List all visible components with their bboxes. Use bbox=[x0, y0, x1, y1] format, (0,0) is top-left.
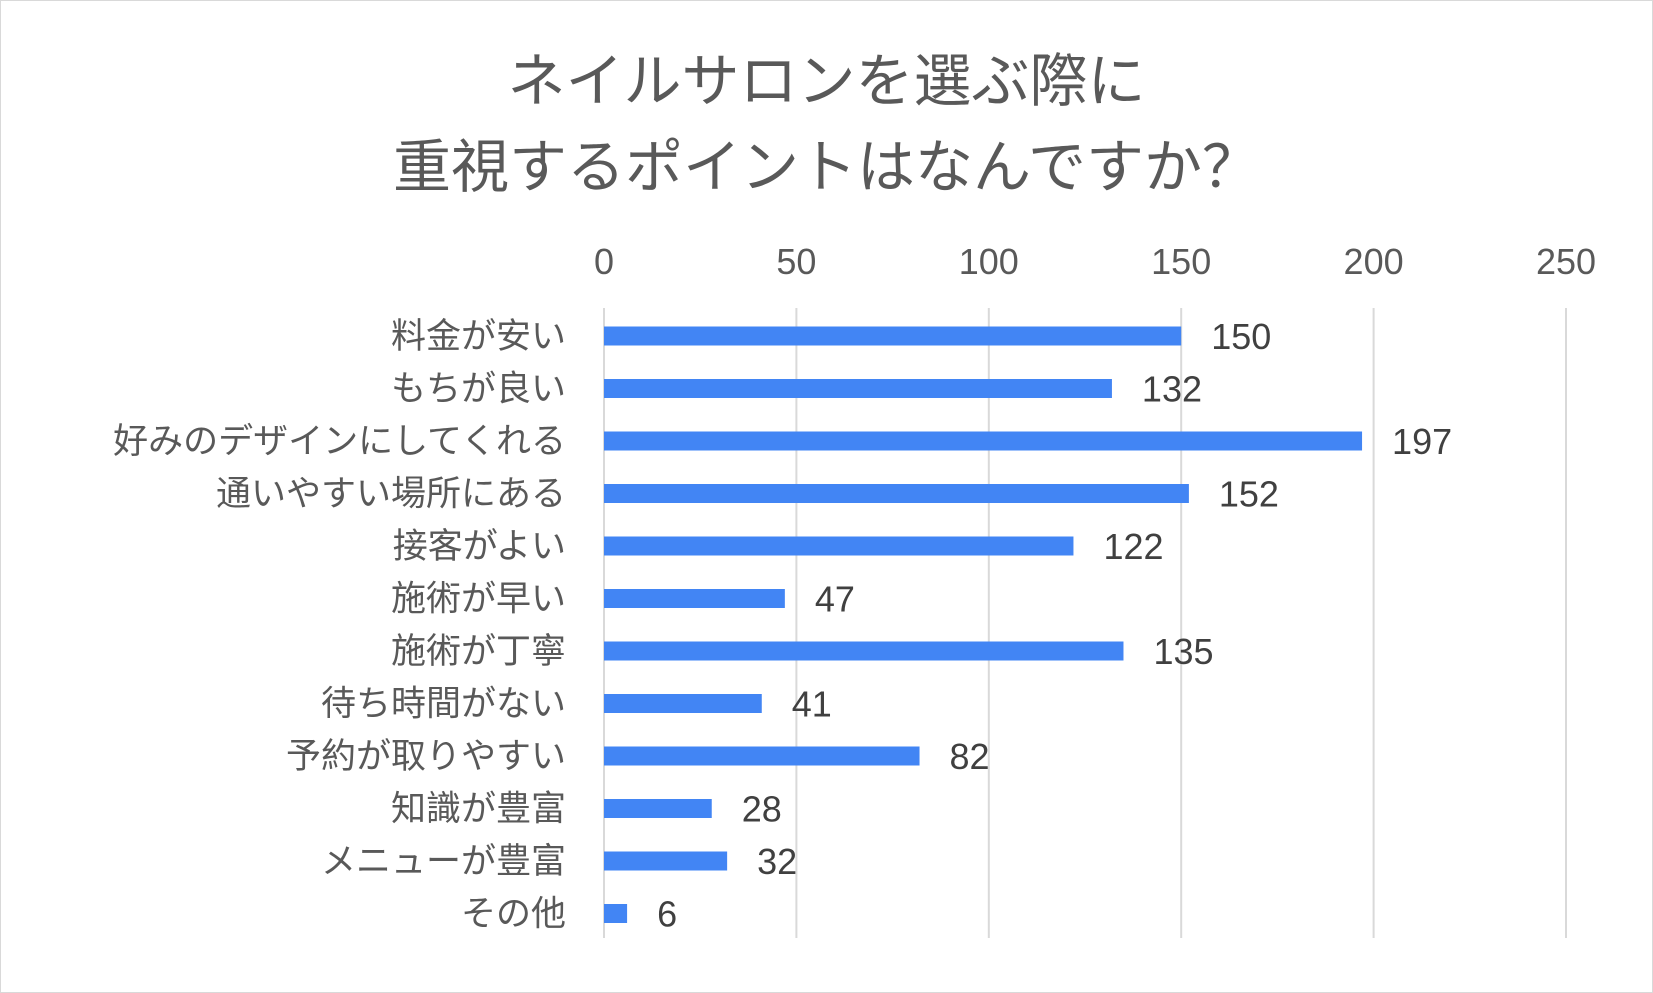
bar bbox=[604, 484, 1189, 503]
data-label: 135 bbox=[1153, 631, 1213, 672]
data-label: 132 bbox=[1142, 369, 1202, 410]
bar bbox=[604, 326, 1182, 346]
bar bbox=[604, 694, 762, 713]
category-label: 好みのデザインにしてくれる bbox=[113, 422, 566, 462]
category-label: もちが良い bbox=[391, 370, 566, 410]
data-label: 41 bbox=[792, 684, 832, 725]
category-label: 施術が早い bbox=[391, 580, 566, 620]
category-label: 施術が丁寧 bbox=[391, 632, 566, 672]
chart-title: ネイルサロンを選ぶ際に 重視するポイントはなんですか？ bbox=[0, 38, 1653, 210]
data-label: 28 bbox=[742, 789, 782, 830]
x-tick-label: 150 bbox=[1151, 241, 1211, 282]
category-label: その他 bbox=[461, 895, 566, 935]
x-tick-label: 0 bbox=[594, 241, 614, 282]
data-label: 82 bbox=[950, 736, 990, 777]
category-label: 通いやすい場所にある bbox=[216, 475, 566, 515]
category-label: 料金が安い bbox=[391, 317, 566, 357]
category-labels: 料金が安いもちが良い好みのデザインにしてくれる通いやすい場所にある接客がよい施術… bbox=[113, 317, 566, 935]
bar bbox=[604, 589, 785, 608]
data-label: 6 bbox=[657, 894, 677, 935]
category-label: 待ち時間がない bbox=[321, 685, 566, 725]
bar bbox=[604, 641, 1124, 661]
category-label: 予約が取りやすい bbox=[286, 737, 566, 777]
bar bbox=[604, 799, 712, 818]
data-label: 152 bbox=[1219, 474, 1279, 515]
bar bbox=[604, 379, 1112, 398]
category-label: メニューが豊富 bbox=[321, 842, 566, 882]
data-label: 150 bbox=[1211, 316, 1271, 357]
x-tick-label: 200 bbox=[1344, 241, 1404, 282]
bar bbox=[604, 851, 728, 871]
bar bbox=[604, 904, 628, 923]
bar bbox=[604, 746, 920, 766]
bars bbox=[604, 326, 1363, 923]
data-label: 47 bbox=[815, 579, 855, 620]
chart-title-line-2: 重視するポイントはなんですか？ bbox=[392, 133, 1261, 201]
category-label: 接客がよい bbox=[393, 527, 566, 567]
chart-title-line-1: ネイルサロンを選ぶ際に bbox=[507, 47, 1146, 115]
data-label: 32 bbox=[757, 841, 797, 882]
bar bbox=[604, 431, 1363, 451]
bar bbox=[604, 536, 1074, 556]
category-label: 知識が豊富 bbox=[391, 790, 566, 830]
data-label: 197 bbox=[1392, 421, 1452, 462]
x-axis-tick-labels: 0 50 100 150 200 250 bbox=[594, 241, 1596, 282]
gridlines bbox=[603, 308, 1567, 938]
data-label: 122 bbox=[1103, 526, 1163, 567]
x-tick-label: 50 bbox=[776, 241, 816, 282]
x-tick-label: 250 bbox=[1536, 241, 1596, 282]
x-tick-label: 100 bbox=[959, 241, 1019, 282]
